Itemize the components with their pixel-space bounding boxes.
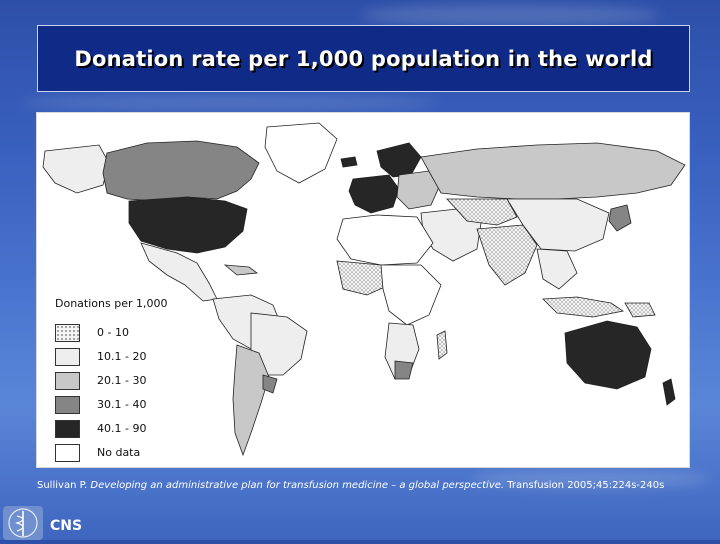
region-central-africa — [380, 264, 442, 326]
legend-label: 10.1 - 20 — [97, 350, 147, 363]
legend-swatch — [55, 443, 80, 462]
region-iceland — [340, 156, 358, 168]
legend-swatch-dotted — [55, 323, 80, 342]
region-canada — [102, 140, 260, 202]
legend-title: Donations per 1,000 — [55, 297, 168, 310]
region-southeast-asia — [536, 248, 578, 290]
legend-label: 30.1 - 40 — [97, 398, 147, 411]
region-west-africa — [336, 260, 390, 296]
region-madagascar — [436, 330, 448, 360]
legend-label: 0 - 10 — [97, 326, 129, 339]
region-japan — [608, 204, 632, 232]
world-map — [42, 122, 686, 457]
region-usa — [128, 196, 248, 254]
region-western-europe — [348, 174, 400, 214]
region-caribbean — [223, 264, 259, 276]
background-streak — [360, 4, 660, 26]
region-north-africa — [336, 214, 434, 266]
legend-swatch — [55, 347, 80, 366]
region-southern-cone — [232, 344, 270, 457]
legend-label: 20.1 - 30 — [97, 374, 147, 387]
region-new-zealand — [662, 378, 676, 406]
legend-item: 40.1 - 90 — [55, 417, 205, 440]
region-papua — [624, 302, 656, 318]
legend-item: 30.1 - 40 — [55, 393, 205, 416]
world-map-panel: Donations per 1,000 0 - 10 10.1 - 20 20.… — [36, 112, 690, 468]
citation-author: Sullivan P. — [37, 480, 88, 491]
legend-label: No data — [97, 446, 141, 459]
slide-title: Donation rate per 1,000 population in th… — [74, 46, 653, 71]
legend-item: No data — [55, 441, 205, 464]
legend-label: 40.1 - 90 — [97, 422, 147, 435]
region-indonesia — [542, 296, 625, 318]
region-mexico — [140, 242, 218, 302]
legend-swatch — [55, 419, 80, 438]
region-uruguay — [262, 374, 278, 394]
legend-swatch — [55, 371, 80, 390]
legend-item: 20.1 - 30 — [55, 369, 205, 392]
region-central-asia — [446, 198, 518, 226]
region-china — [506, 198, 610, 252]
map-legend: Donations per 1,000 0 - 10 10.1 - 20 20.… — [55, 297, 205, 464]
citation: Sullivan P. Developing an administrative… — [37, 480, 707, 491]
background-streak — [470, 470, 710, 488]
citation-journal: Transfusion 2005;45:224s-240s — [507, 480, 665, 491]
region-greenland — [264, 122, 338, 184]
region-south-africa — [394, 360, 414, 380]
legend-swatch — [55, 395, 80, 414]
legend-item: 10.1 - 20 — [55, 345, 205, 368]
caduceus-logo-icon — [3, 506, 43, 540]
region-russia — [420, 142, 686, 200]
legend-item: 0 - 10 — [55, 321, 205, 344]
title-banner: Donation rate per 1,000 population in th… — [37, 25, 690, 92]
region-south-asia — [476, 224, 538, 286]
region-australia — [564, 320, 652, 390]
background-streak — [20, 96, 440, 110]
region-scandinavia — [376, 142, 422, 178]
footer-org-name: CNS — [50, 518, 83, 534]
region-alaska — [42, 144, 110, 194]
citation-article: Developing an administrative plan for tr… — [90, 480, 505, 491]
